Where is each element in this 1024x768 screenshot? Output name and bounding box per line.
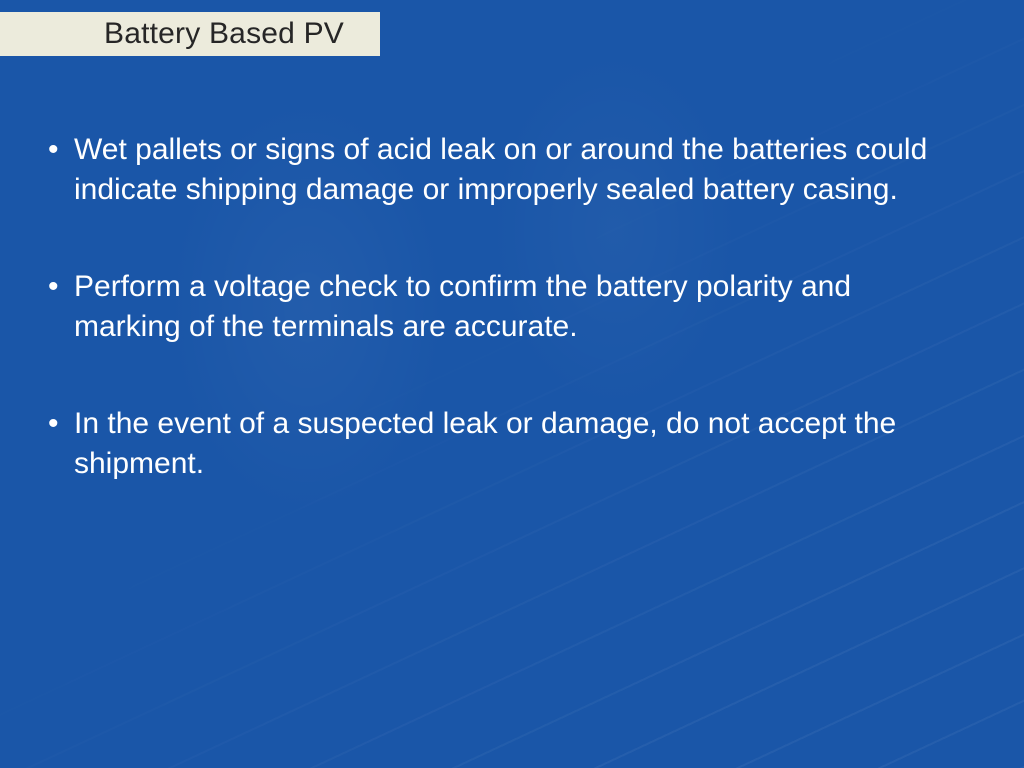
slide: Battery Based PV Wet pallets or signs of… — [0, 0, 1024, 768]
slide-title: Battery Based PV — [104, 17, 344, 51]
bullet-list: Wet pallets or signs of acid leak on or … — [46, 130, 964, 484]
slide-content: Wet pallets or signs of acid leak on or … — [46, 130, 964, 542]
bullet-item: In the event of a suspected leak or dama… — [46, 404, 964, 483]
title-bar: Battery Based PV — [0, 12, 380, 56]
bullet-item: Wet pallets or signs of acid leak on or … — [46, 130, 964, 209]
bullet-item: Perform a voltage check to confirm the b… — [46, 267, 964, 346]
